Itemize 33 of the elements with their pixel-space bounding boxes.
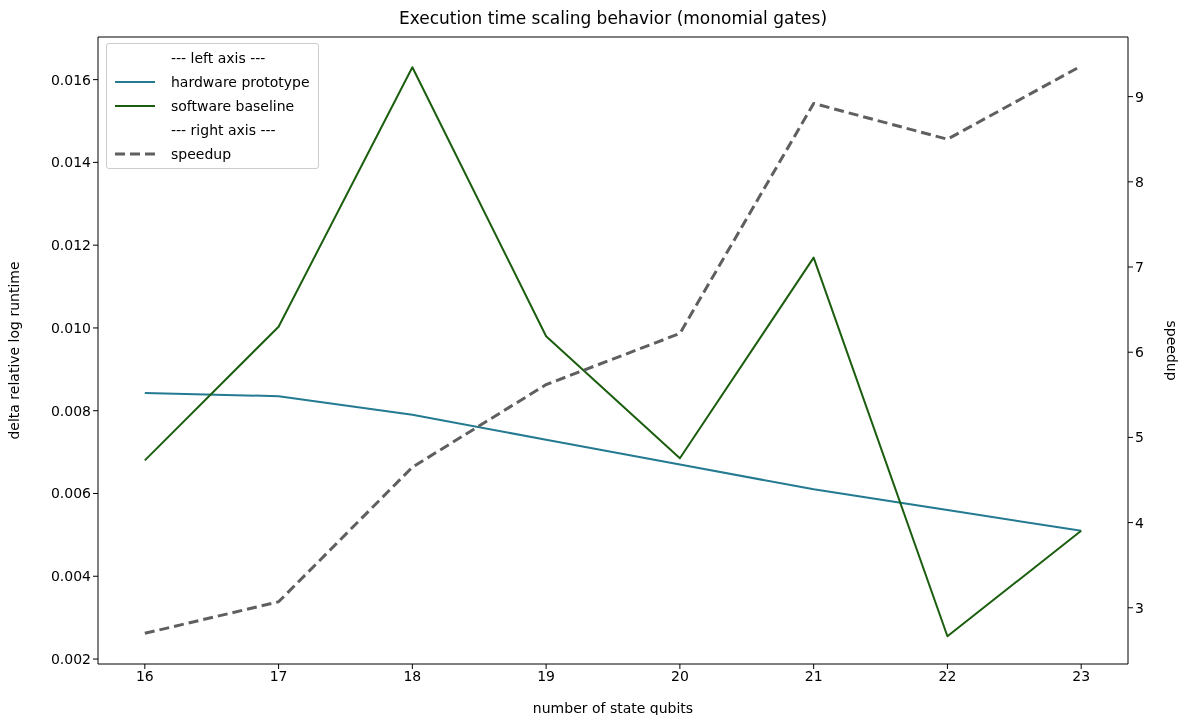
legend-label: software baseline xyxy=(171,98,295,114)
legend-label: speedup xyxy=(171,146,232,162)
chart-title: Execution time scaling behavior (monomial gates) xyxy=(397,8,829,28)
x-tick-label: 16 xyxy=(135,667,154,684)
legend-label: hardware prototype xyxy=(171,74,310,90)
y-tick-label: 0.002 xyxy=(50,651,91,667)
y-tick-label: 0.014 xyxy=(50,154,92,171)
y2-axis-title: speedup xyxy=(1164,320,1181,381)
x-axis-title: number of state qubits xyxy=(532,700,694,715)
y-tick-label: 0.004 xyxy=(50,568,92,585)
y-tick-label: 0.008 xyxy=(50,402,91,419)
x-tick-label: 19 xyxy=(537,667,556,684)
x-tick-label: 21 xyxy=(804,667,823,684)
y-tick-label: 0.012 xyxy=(50,237,91,254)
y-tick-label: 0.016 xyxy=(50,71,92,88)
y-tick-label: 0.010 xyxy=(50,319,91,336)
x-tick-label: 20 xyxy=(670,667,689,684)
y-tick-label: 0.006 xyxy=(50,485,92,502)
x-tick-label: 18 xyxy=(403,667,422,684)
y2-tick-label: 6 xyxy=(1135,344,1144,361)
y2-tick-label: 3 xyxy=(1135,599,1144,616)
line-series xyxy=(143,391,1083,532)
y2-tick-label: 4 xyxy=(1135,514,1144,531)
x-tick-label: 17 xyxy=(269,667,288,684)
y-axis-title: delta relative log runtime xyxy=(5,261,22,440)
y2-tick-label: 7 xyxy=(1135,258,1144,275)
annotation: --- right axis --- xyxy=(170,121,277,140)
y2-tick-label: 5 xyxy=(1135,429,1144,446)
annotation: --- left axis --- xyxy=(170,49,267,68)
y2-tick-label: 9 xyxy=(1135,88,1144,105)
x-tick-label: 23 xyxy=(1072,667,1091,684)
x-tick-label: 22 xyxy=(938,667,957,684)
y2-tick-label: 8 xyxy=(1135,173,1144,190)
